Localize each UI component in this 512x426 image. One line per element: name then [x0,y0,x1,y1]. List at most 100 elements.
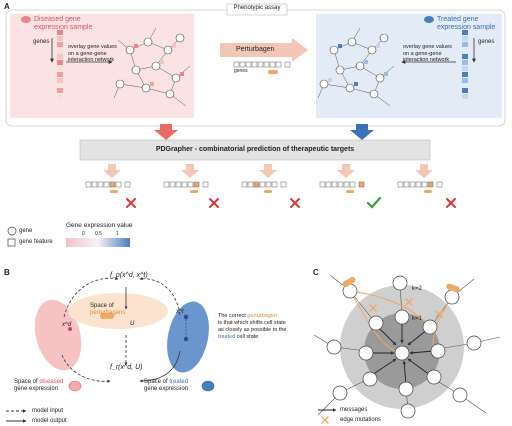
treated-point-1 [183,314,189,320]
phenotypic-assay-title-box [226,3,288,16]
k1-label: k=1 [412,316,422,322]
outcome-arrows [103,164,433,178]
space-diseased-hl: diseased [39,379,64,385]
legend-edge-mutations-label: edge mutations [340,417,382,423]
perturbagen-genes-label: genes [234,68,248,74]
panel-c-nodes [326,275,482,419]
treated-cell-icon [424,16,434,23]
space-diseased-line2: gene expression [14,386,59,392]
treated-cell-icon-b [201,380,215,392]
bottom-formula: f_r(x^d, U) [110,364,143,371]
diseased-title-line1: Diseased gene [34,16,81,23]
colorbar-tick-0: 0 [82,231,85,237]
panel-c-letter: C [313,268,319,277]
space-diseased-pre: Space of [14,379,40,385]
correct-line1-hl: perturbagen [247,313,278,319]
expression-colorbar [66,238,130,247]
diseased-genes-label: genes [33,39,50,45]
diseased-point [68,327,72,331]
panel-b-graphics [6,276,215,423]
treated-overlay-line1: overlay gene values [403,44,452,50]
space-perturbagens-line2: perturbagens [90,310,126,316]
panel-c-pill-1 [342,277,356,287]
treated-point-2 [183,336,189,342]
output-arrow-bottom-right [139,350,181,383]
outcome-pill-icons [110,190,432,193]
space-perturbagens-line1: Space of [90,303,114,309]
legend-gene-feature-icon [7,238,16,247]
panel-b-letter: B [4,268,10,277]
diseased-space-ellipse [34,299,82,371]
legend-model-input: model input [32,408,64,414]
xd-label: x^d [62,322,72,328]
top-formula: f_p(x^d, x^t) [110,272,148,279]
diseased-gene-column [57,30,63,99]
pdgrapher-bar [79,139,431,161]
perturbagen-space-ellipse [68,293,168,329]
space-perturbagens-label: Space of perturbagens [90,303,125,317]
space-treated-line2: gene expression [144,386,189,392]
diseased-title-line2: expression sample [34,24,93,31]
diseased-cell-icon-b [68,380,82,392]
space-diseased-label: Space of diseased gene expression [14,379,63,393]
space-treated-label: Space of treated gene expression [144,379,188,393]
input-arrow-top-left [63,276,119,318]
perturbagen-genes-row [233,61,291,68]
legend-model-output: model output [32,418,67,424]
legend-gene-icon [7,226,17,236]
legend-edge-mutation-icon [321,416,329,424]
perturbagen-arrow [220,38,308,62]
treated-title-line2: expression sample [437,24,496,31]
xt-label: x^t [176,309,184,315]
treated-sample-box [316,14,502,118]
diseased-title: Diseased gene expression sample [34,16,92,32]
perturbagen-label: Perturbagen [236,46,275,53]
wrong-mark-3 [290,198,300,208]
treated-network-nodes [319,33,389,99]
treated-overlay-line2: on a gene-gene [403,50,442,57]
expression-legend-title: Gene expression value [66,222,133,229]
colorbar-tick-1: 1 [116,231,119,237]
diseased-down-arrow [154,124,178,140]
treated-overlay-text: overlay gene values on a gene-gene inter… [403,44,452,64]
outcome-gene-rows [85,181,443,188]
colorbar-tick-05: 0.5 [95,231,102,237]
space-treated-pre: Space of [144,379,170,385]
panel-a-graphics [5,3,506,247]
correct-line4-post: cell state [235,334,259,340]
correct-perturbagen-text: The correct perturbagen is that which sh… [218,313,302,341]
treated-space-ellipse [167,301,209,373]
diseased-sample-box [10,14,194,118]
correct-line1-pre: The correct [218,313,248,319]
diseased-overlay-line2: on a gene-gene [68,50,107,57]
treated-down-arrow [350,124,374,140]
panel-c-graphics [313,274,501,424]
treated-genes-label: genes [478,39,495,45]
diseased-overlay-text: overlay gene values on a gene-gene inter… [68,44,117,64]
treated-gene-column [462,30,468,99]
input-arrow-bottom-left [61,354,111,383]
correct-line2: is that which shifts cell state [218,320,286,326]
legend-gene-feature-label: gene feature [19,239,53,245]
input-arrow-top-right [139,277,181,316]
legend-gene-label: gene [19,228,33,234]
u-label: U [130,321,135,327]
diseased-overlay-line1: overlay gene values [68,44,117,50]
correct-line4-hl: treated [218,334,236,340]
treated-overlay-line3: interaction network [403,57,450,63]
k2-label: k=2 [412,286,422,292]
correct-check-mark [366,196,382,209]
panel-c-pill-2 [446,283,460,293]
panel-a-letter: A [4,2,10,11]
diseased-network-nodes [115,33,185,99]
treated-title-line1: Treated gene [437,16,479,23]
space-treated-hl: treated [169,379,189,385]
diseased-cell-icon [21,16,31,23]
wrong-mark-5 [446,198,456,208]
phenotypic-assay-title: Phenotypic assay [233,5,281,11]
perturbagen-pill-icon [268,70,278,74]
wrong-mark-2 [209,198,219,208]
wrong-mark-1 [126,198,136,208]
legend-messages-label: messages [340,407,368,413]
perturbagen-space-pill-icon [100,313,114,319]
